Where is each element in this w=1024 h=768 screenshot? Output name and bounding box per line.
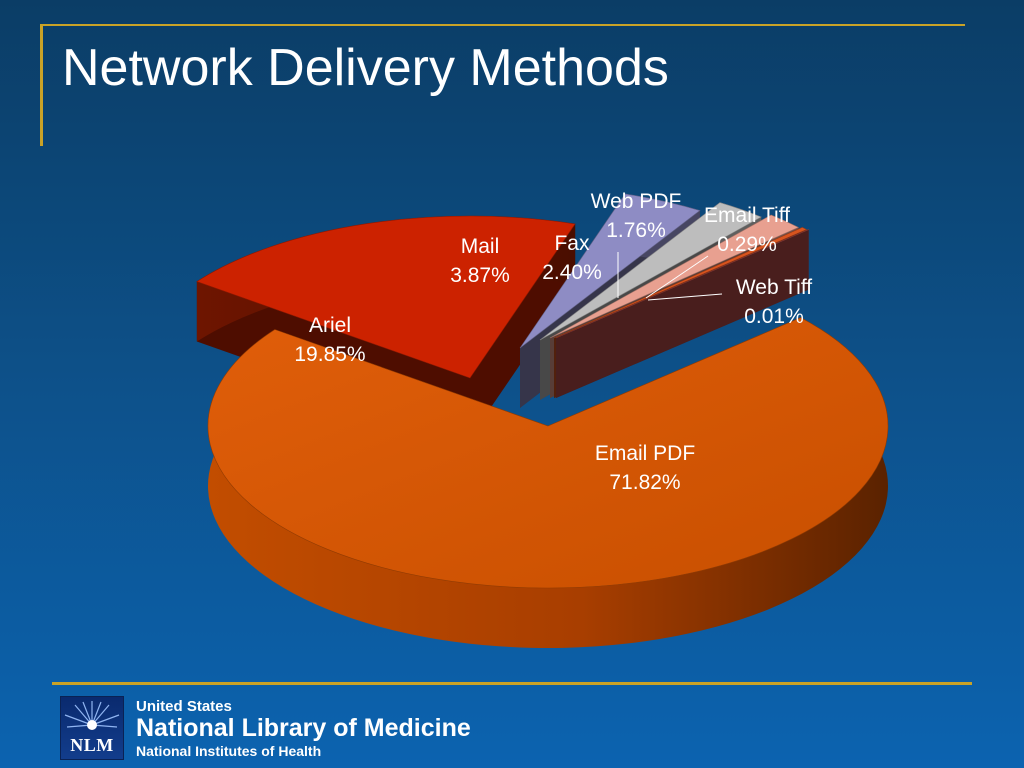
slice-label-email-pdf: Email PDF: [595, 442, 695, 465]
slice-value-ariel: 19.85%: [294, 343, 365, 366]
nlm-logo-text: NLM: [70, 735, 114, 755]
slice-value-email-pdf: 71.82%: [609, 471, 680, 494]
slice-label-web-pdf: Web PDF: [591, 190, 682, 213]
slice-value-web-pdf: 1.76%: [606, 219, 666, 242]
org-line-institutes: National Institutes of Health: [136, 742, 322, 759]
nlm-logo: NLM: [60, 696, 124, 760]
pie-slice-top-email-pdf: [207, 317, 889, 589]
slice-value-mail: 3.87%: [450, 264, 510, 287]
pie-slice-wall-web-tiff: [556, 229, 809, 398]
pie-slice-top-mail: [519, 193, 701, 349]
pie-slice-top-web-tiff: [555, 229, 810, 339]
slice-label-mail: Mail: [461, 235, 500, 258]
org-line-country: United States: [136, 697, 232, 715]
slice-value-email-tiff: 0.29%: [717, 233, 777, 256]
slice-label-fax: Fax: [554, 232, 590, 255]
slice-value-web-tiff: 0.01%: [744, 305, 804, 328]
pie-slice-top-fax: [539, 202, 762, 341]
pie-slice-top-web-pdf: [549, 214, 800, 339]
pie-chart: Email PDF 71.82% Ariel 19.85% Mail 3.87% Fax 2.…: [196, 190, 889, 648]
footer: NLM United States National Library of Me…: [60, 696, 471, 760]
pie-slice-web-tiff: [555, 229, 810, 398]
title-frame-top-rule: [40, 24, 965, 26]
footer-rule: [52, 682, 972, 685]
organization-name: United States National Library of Medici…: [136, 699, 471, 758]
slice-label-email-tiff: Email Tiff: [704, 204, 790, 227]
pie-slice-top-ariel: [196, 215, 576, 379]
pie-slice-email-pdf: [207, 317, 889, 648]
slice-label-ariel: Ariel: [309, 314, 351, 337]
leader-line-web-tiff: [647, 293, 723, 301]
title-frame-left-rule: [40, 24, 43, 146]
pie-chart-svg: Email PDF 71.82% Ariel 19.85% Mail 3.87% Fax 2.…: [196, 190, 889, 648]
slice-value-fax: 2.40%: [542, 261, 602, 284]
nlm-starburst-icon: [64, 701, 120, 730]
org-line-library: National Library of Medicine: [136, 713, 471, 742]
leader-line-email-tiff: [645, 255, 709, 299]
slide-title: Network Delivery Methods: [62, 39, 669, 97]
pie-slice-top-email-tiff: [553, 227, 808, 339]
slice-label-web-tiff: Web Tiff: [736, 276, 812, 299]
